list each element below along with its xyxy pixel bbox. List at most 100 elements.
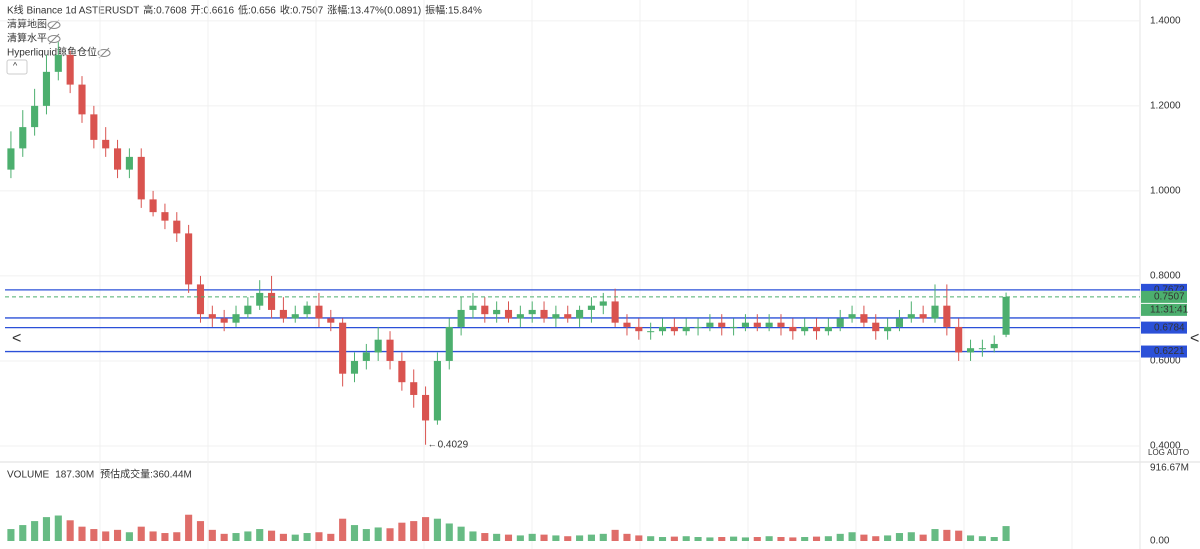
price-box: [1141, 290, 1187, 303]
candle-body: [753, 322, 761, 327]
candle-body: [173, 220, 181, 234]
candle-body: [78, 84, 86, 115]
volume-bar: [113, 529, 122, 541]
scale-mode: AUTO: [1167, 448, 1189, 457]
candle-body: [327, 318, 335, 323]
header-text: 13.47%(0.0891): [350, 6, 421, 17]
volume-bar: [599, 533, 607, 541]
volume-bar: [315, 532, 323, 541]
candle-body: [481, 305, 489, 315]
candle-body: [623, 322, 631, 327]
volume-bar: [540, 534, 548, 541]
volume-bar: [872, 536, 880, 541]
volume-bar: [350, 525, 359, 541]
volume-bar: [386, 528, 394, 541]
volume-bar: [966, 535, 975, 541]
volume-bar: [481, 533, 489, 541]
candle-body: [19, 127, 27, 149]
visibility-slash: [98, 47, 110, 59]
volume-bar: [895, 533, 904, 541]
candle-body: [7, 148, 15, 170]
volume-bar: [7, 529, 15, 541]
volume-bar: [31, 521, 39, 541]
volume-bar: [410, 521, 418, 541]
candle-body: [812, 326, 821, 332]
volume-bar: [552, 535, 560, 541]
volume-bar: [860, 534, 868, 541]
volume-bar: [824, 536, 832, 541]
visibility-icon[interactable]: [47, 35, 61, 43]
header-text: 0.656: [251, 6, 276, 17]
candle-body: [445, 326, 453, 361]
candle-body: [149, 199, 157, 213]
candle-body: [256, 292, 264, 306]
y-tick-label: 0.4000: [1150, 441, 1181, 452]
collapse-button[interactable]: [6, 59, 28, 75]
volume-bar: [339, 518, 347, 541]
scroll-right[interactable]: <: [1190, 330, 1199, 347]
volume-bar: [196, 521, 205, 541]
volume-bar: [990, 537, 998, 541]
volume-bar: [42, 517, 51, 541]
collapse-icon: ^: [13, 60, 18, 70]
candle-body: [469, 305, 477, 310]
candle-body: [907, 314, 915, 319]
candle-body: [125, 156, 133, 170]
header-text: 高:: [143, 4, 156, 17]
indicator-label: 清算地图: [7, 18, 47, 31]
volume-bar: [730, 536, 738, 541]
scroll-left[interactable]: <: [12, 330, 21, 347]
volume-bar: [718, 537, 726, 541]
volume-bar: [516, 535, 524, 541]
volume-bar: [362, 529, 370, 541]
volume-bar: [469, 531, 477, 541]
header-text: 15.84%: [448, 6, 482, 17]
candle-body: [161, 212, 169, 221]
volume-bar: [777, 537, 785, 541]
candle-body: [196, 284, 205, 315]
volume-bar: [78, 526, 86, 541]
candle-body: [410, 382, 418, 395]
y-tick-label: 1.0000: [1150, 186, 1181, 197]
candle-body: [990, 343, 998, 349]
candle-body: [647, 331, 655, 333]
candle-body: [374, 339, 382, 353]
candle-body: [599, 301, 607, 306]
volume-bar: [836, 533, 844, 541]
candle-body: [493, 309, 501, 315]
candle-body: [611, 301, 619, 323]
volume-bar: [291, 534, 299, 541]
visibility-icon[interactable]: [97, 49, 111, 57]
candle-body: [528, 309, 536, 315]
indicator-label: Hyperliquid鲸鱼仓位: [7, 46, 97, 59]
volume-bar: [919, 534, 927, 541]
volume-bar: [19, 525, 27, 541]
volume-bar: [398, 522, 406, 541]
y-tick-label: 0.6000: [1150, 356, 1181, 367]
volume-tick-label: 0.00: [1150, 536, 1170, 547]
candle-body: [824, 326, 832, 332]
volume-bar: [504, 534, 513, 541]
indicator-label: 清算水平: [7, 32, 47, 45]
candle-body: [102, 139, 110, 149]
candle-body: [208, 314, 216, 319]
candle-body: [836, 318, 844, 327]
volume-bar: [753, 537, 761, 541]
candle-body: [694, 326, 702, 328]
visibility-icon[interactable]: [47, 21, 61, 29]
volume-bar: [220, 533, 228, 541]
candle-body: [576, 309, 584, 319]
candle-body: [422, 394, 430, 421]
volume-bar: [268, 530, 276, 541]
candle-body: [185, 233, 193, 285]
candle-body: [398, 360, 406, 383]
candle-body: [765, 322, 773, 327]
header-text: 收:: [280, 4, 293, 17]
volume-bar: [931, 529, 939, 541]
candle-body: [801, 326, 809, 332]
volume-bar: [208, 529, 216, 541]
header-text: 低:: [238, 4, 251, 17]
volume-bar: [66, 520, 74, 541]
candle-body: [564, 314, 572, 319]
